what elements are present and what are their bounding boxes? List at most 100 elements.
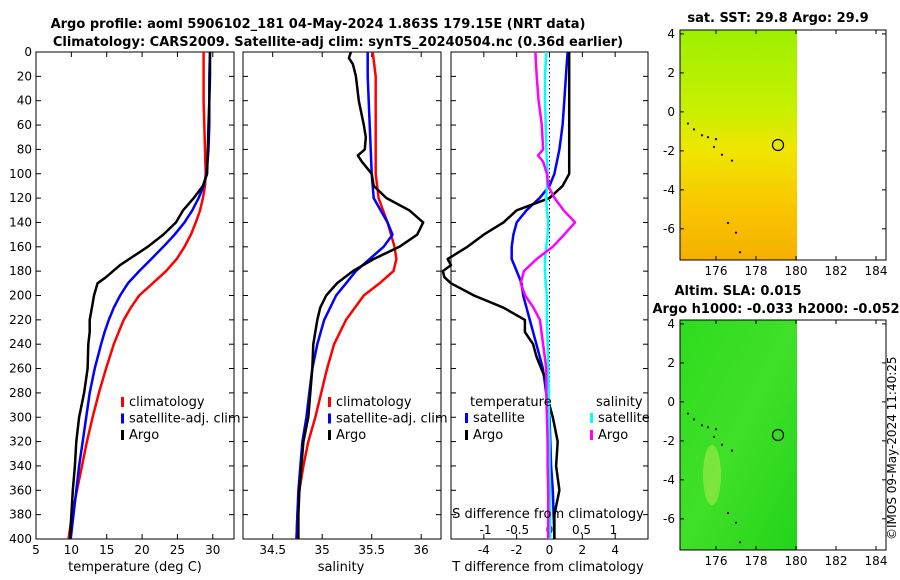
p-sla-island	[738, 541, 742, 544]
temperature-legend-0-swatch	[121, 397, 124, 407]
difference-s-tick-label: -1	[480, 523, 492, 537]
p-sal-xtick-label: 36	[414, 543, 429, 557]
salinity-legend-2-swatch	[328, 430, 331, 440]
difference-legend-title-salinity: salinity	[596, 395, 643, 410]
p-sla-island	[726, 511, 730, 515]
p-sla-island	[712, 435, 716, 439]
p-sla-xtick-label: 176	[705, 554, 728, 568]
p-temp-ytick-label: 100	[9, 167, 32, 181]
p-sst-ytick-label: 4	[667, 27, 675, 41]
p-temp-ytick-label: 240	[9, 337, 32, 351]
sla-map-subtitle: Argo h1000: -0.033 h2000: -0.052	[652, 302, 899, 317]
p-sla-ytick-label: -2	[663, 434, 675, 448]
p-sst-island	[734, 231, 738, 234]
p-sla-ytick-label: 2	[667, 356, 675, 370]
series-line-climatology	[295, 51, 398, 540]
p-temp-ytick-label: 200	[9, 289, 32, 303]
p-sst-xtick-label: 178	[745, 264, 768, 278]
difference-legend-t-argo-swatch	[465, 430, 468, 440]
temperature-legend-0-label: climatology	[129, 395, 205, 410]
salinity-legend-2-label: Argo	[336, 428, 366, 443]
p-sla-island	[720, 443, 724, 446]
p-temp-xtick-label: 30	[205, 543, 220, 557]
difference-legend-s-argo-label: Argo	[598, 428, 628, 443]
salinity-legend-1-swatch	[328, 413, 331, 424]
series-line-s-argo	[519, 51, 577, 539]
p-sst-xtick-label: 176	[705, 264, 728, 278]
sla-ticks: 176 178 180 182 184 -6 -4 -2 0 2 4	[663, 317, 887, 568]
p-temp-ytick-label: 320	[9, 435, 32, 449]
sst-float-marker	[771, 138, 785, 152]
temperature-ticks: 0 20 40 60 80 100 120 140 160 180 200 220 240 260 280 3…	[9, 45, 234, 557]
p-sst-island	[738, 251, 742, 254]
sst-coastline	[686, 122, 742, 254]
p-sst-xtick-label: 180	[785, 264, 808, 278]
p-sla-island	[700, 424, 704, 427]
sla-map-title: Altim. SLA: 0.015	[675, 284, 802, 299]
p-temp-ytick-label: 80	[17, 142, 32, 156]
temperature-legend-1-label: satellite-adj. clim	[129, 412, 241, 427]
p-temp-xtick-label: 10	[64, 543, 79, 557]
series-line-t-argo	[441, 52, 571, 539]
p-sla-xtick-label: 182	[825, 554, 848, 568]
p-temp-ytick-label: 0	[24, 45, 32, 59]
p-sla-xtick-label: 184	[865, 554, 888, 568]
p-sst-island	[712, 145, 716, 149]
p-temp-xtick-label: 5	[32, 543, 40, 557]
p-temp-ytick-label: 120	[9, 191, 32, 205]
difference-legend-t-satellite-swatch	[465, 413, 468, 423]
p-temp-xtick-label: 25	[170, 543, 185, 557]
p-sst-island	[706, 136, 710, 139]
p-temp-ytick-label: 140	[9, 215, 32, 229]
temperature-legend-2-swatch	[121, 430, 124, 440]
p-sst-ytick-label: -4	[663, 183, 675, 197]
p-sst-xtick-label: 182	[825, 264, 848, 278]
difference-legend-s-satellite-label: satellite	[598, 411, 650, 426]
t-difference-xlabel: T difference from climatology	[451, 560, 644, 575]
p-sst-island	[730, 159, 734, 162]
p-sst-ytick-label: 2	[667, 66, 675, 80]
difference-ticks: -4 -2 0 2 4-1 -0.5 0 0.5 1	[451, 51, 648, 557]
difference-legend-t-argo-label: Argo	[473, 428, 503, 443]
salinity-legend-0-label: climatology	[336, 395, 412, 410]
p-temp-ytick-label: 220	[9, 313, 32, 327]
sla-field-feature	[703, 445, 721, 505]
p-diff-xtick-label: 4	[611, 543, 619, 557]
series-line-t-satellite	[510, 51, 569, 540]
p-sla-island	[714, 428, 718, 431]
temperature-legend-2-label: Argo	[129, 428, 159, 443]
p-sst-island	[714, 138, 718, 141]
timestamp-stamp: ©IMOS 09-May-2024 11:40:25	[885, 356, 899, 540]
p-temp-ytick-label: 40	[17, 94, 32, 108]
p-sla-island	[734, 521, 738, 524]
difference-legend-t-satellite-label: satellite	[473, 411, 525, 426]
title-line-1: Argo profile: aoml 5906102_181 04-May-20…	[51, 17, 586, 32]
p-sst-island	[726, 221, 730, 225]
title-line-2: Climatology: CARS2009. Satellite-adj cli…	[53, 35, 623, 50]
p-sst-island	[720, 153, 724, 156]
salinity-panel: 34.5 35 35.5 36 salinity climatology satelli…	[242, 51, 448, 575]
sst-field	[680, 30, 797, 260]
p-sla-xtick-label: 180	[785, 554, 808, 568]
p-sst-xtick-label: 184	[865, 264, 888, 278]
p-sla-ytick-label: 0	[667, 395, 675, 409]
sla-field	[680, 320, 797, 550]
p-sal-xtick-label: 35	[315, 543, 330, 557]
p-temp-ytick-label: 360	[9, 483, 32, 497]
p-diff-xtick-label: 0	[546, 543, 554, 557]
p-sla-xtick-label: 178	[745, 554, 768, 568]
sla-float-marker	[771, 428, 785, 442]
p-temp-ytick-label: 260	[9, 362, 32, 376]
series-line-satellite-adj-clim	[295, 52, 394, 540]
p-temp-ytick-label: 340	[9, 459, 32, 473]
salinity-lines	[295, 51, 425, 540]
p-temp-ytick-label: 280	[9, 386, 32, 400]
p-sst-island	[692, 128, 696, 131]
difference-s-tick-label: 1	[610, 523, 618, 537]
sst-axes	[679, 29, 887, 261]
sla-coastline	[686, 412, 742, 544]
p-sla-ytick-label: -6	[663, 512, 675, 526]
